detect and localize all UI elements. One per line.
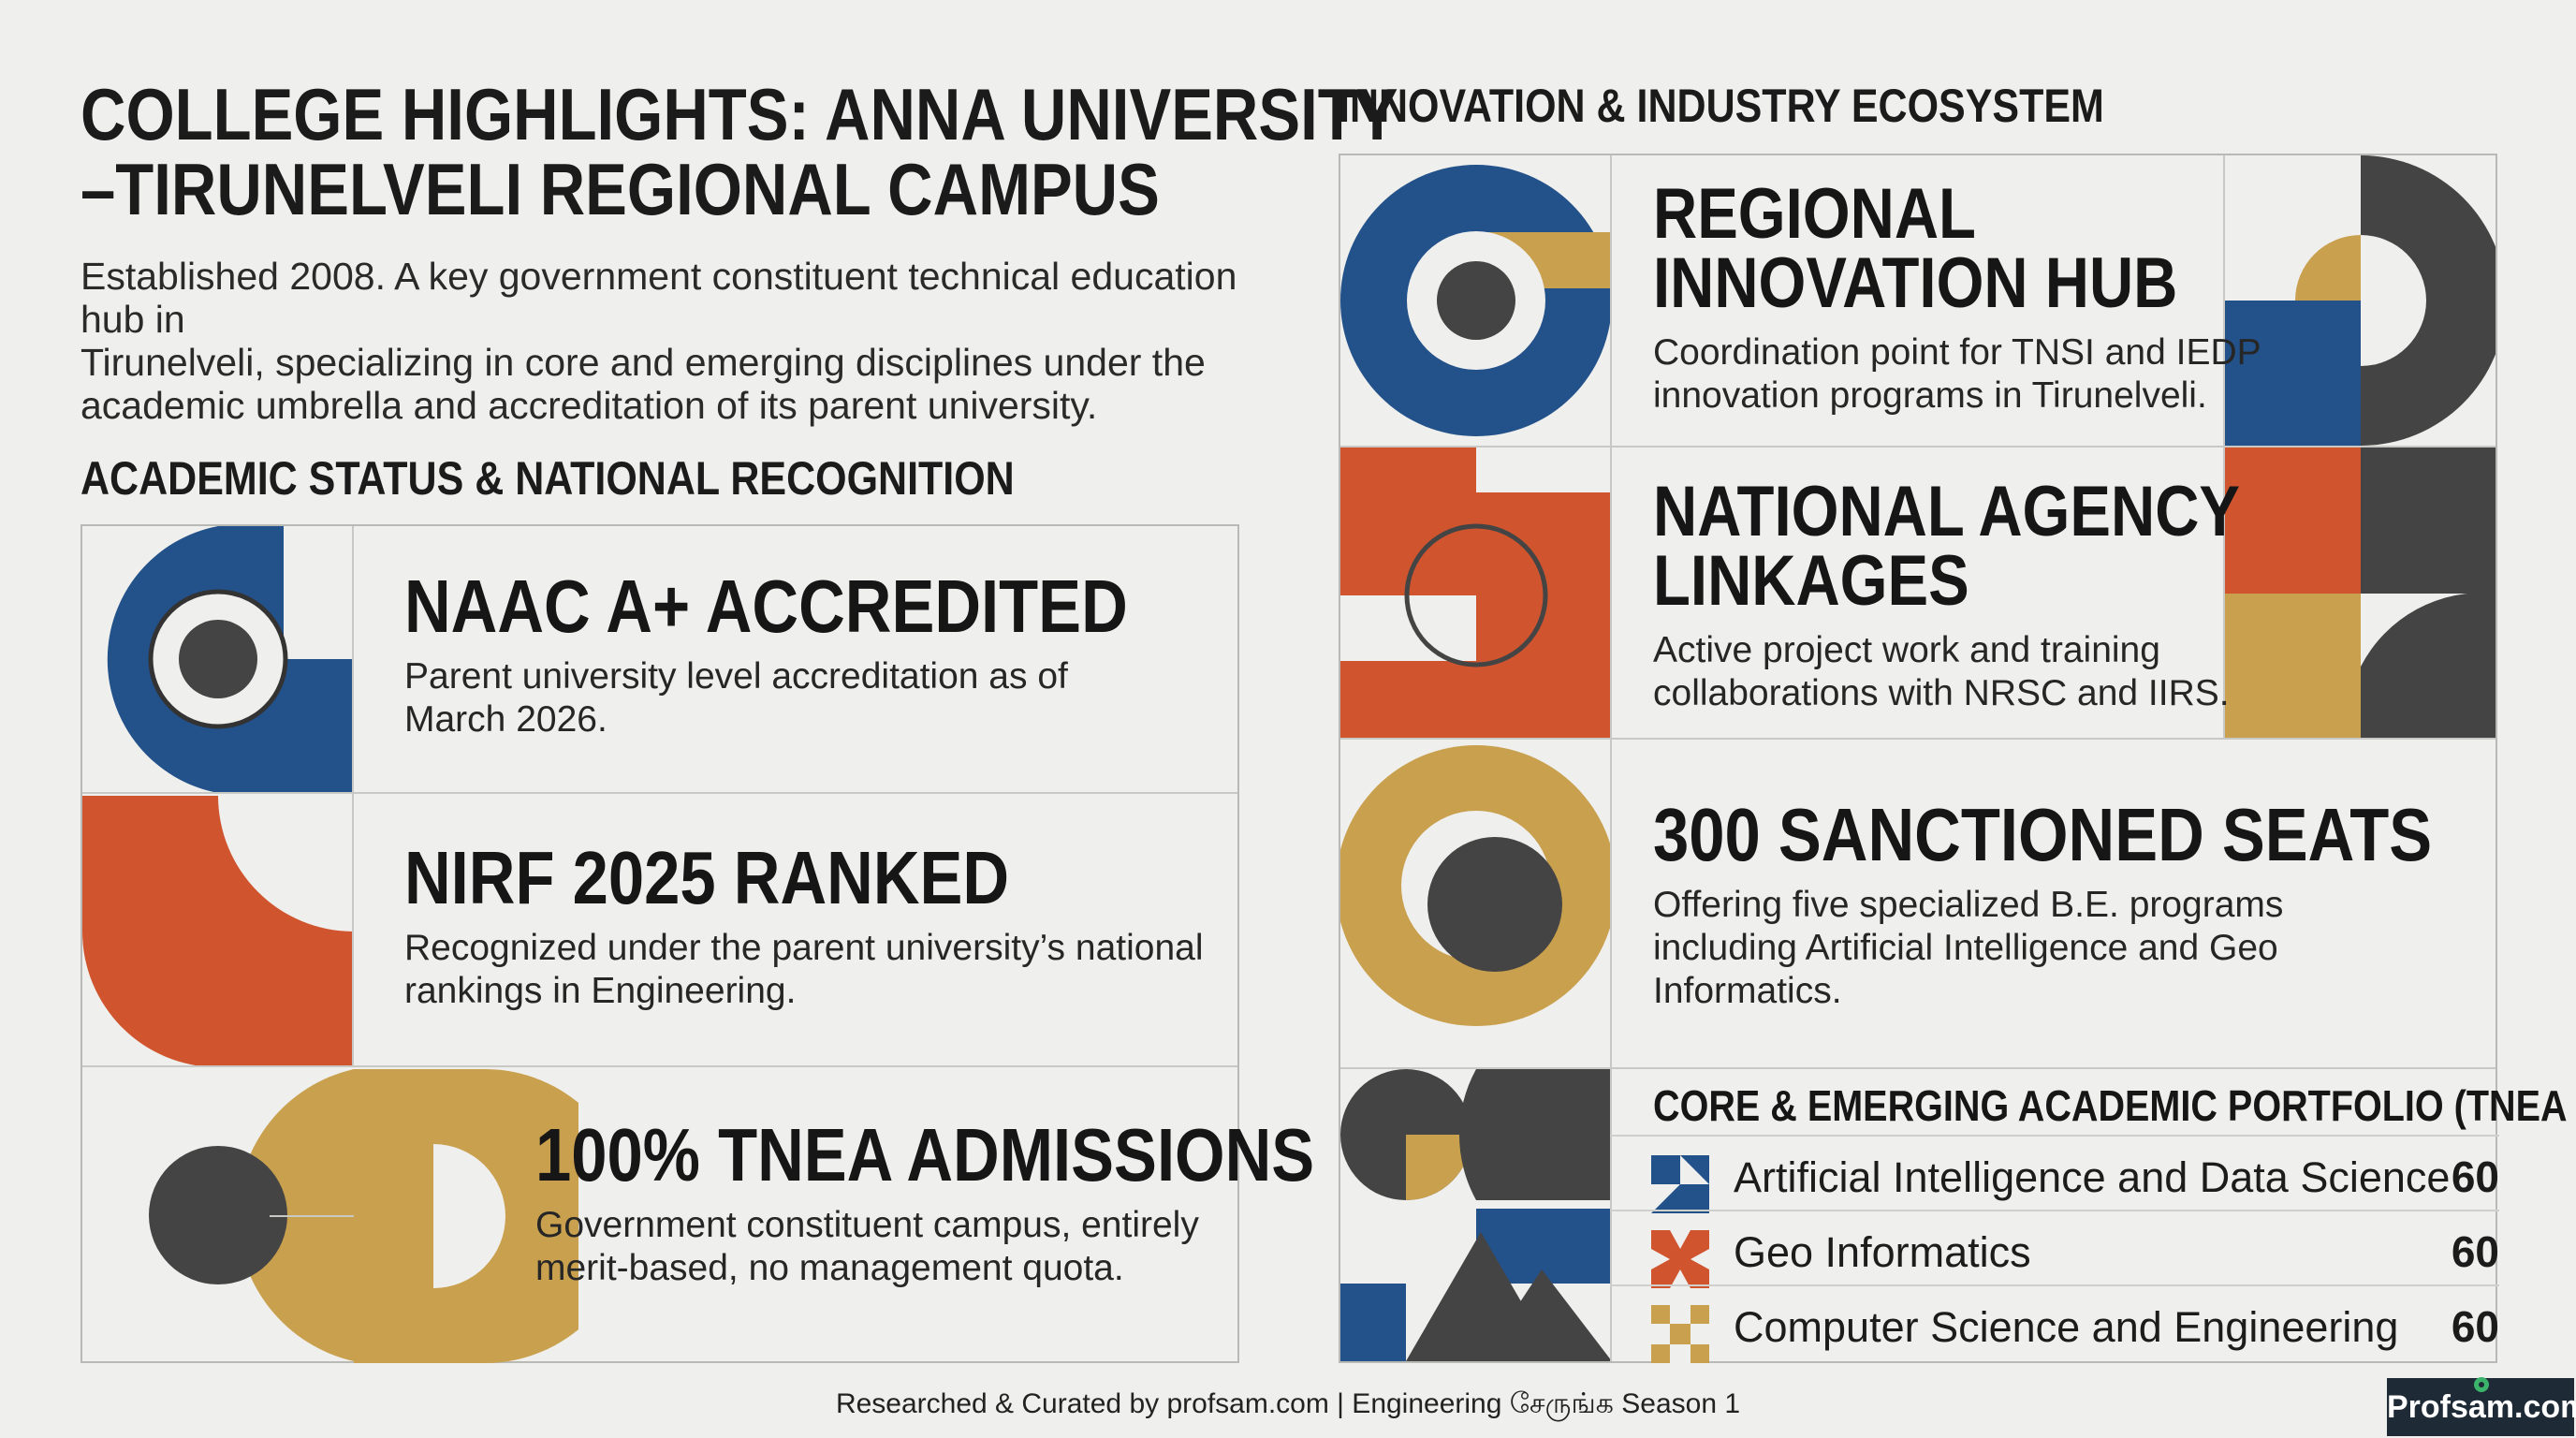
innovation-hub-desc-line-2: innovation programs in Tirunelveli.	[1653, 375, 2207, 416]
naac-desc-line-1: Parent university level accreditation as…	[404, 656, 1068, 697]
innovation-hub-title-line-1: REGIONAL	[1653, 174, 1976, 254]
tnea-desc-line-1: Government constituent campus, entirely	[535, 1205, 1199, 1245]
innovation-pattern-art-left	[1340, 165, 1612, 1361]
naac-desc-line-2: March 2026.	[404, 699, 607, 740]
footer-credit: Researched & Curated by profsam.com | En…	[835, 1388, 1741, 1419]
gold-pattern-icon	[1651, 1305, 1709, 1363]
tnea-card-desc: Government constituent campus, entirely …	[535, 1204, 1199, 1290]
national-agency-desc-line-1: Active project work and training	[1653, 630, 2160, 670]
tnea-desc-line-2: merit-based, no management quota.	[535, 1248, 1124, 1288]
program-name: Computer Science and Engineering	[1734, 1303, 2399, 1351]
academic-pattern-art	[82, 526, 354, 1361]
sanctioned-seats-desc-line-3: Informatics.	[1653, 971, 1842, 1011]
national-agency-desc-line-2: collaborations with NRSC and IIRS.	[1653, 673, 2230, 713]
nirf-desc-line-1: Recognized under the parent university’s…	[404, 928, 1204, 968]
national-agency-title-line-1: NATIONAL AGENCY	[1653, 472, 2240, 551]
nirf-desc-line-2: rankings in Engineering.	[404, 971, 797, 1011]
program-seats: 60	[2451, 1152, 2499, 1201]
intro-text: Established 2008. A key government const…	[80, 255, 1297, 427]
national-agency-title-line-2: LINKAGES	[1653, 541, 1969, 621]
program-seats: 60	[2451, 1302, 2499, 1351]
page-title: COLLEGE HIGHLIGHTS: ANNA UNIVERSITY –TIR…	[80, 77, 1398, 227]
innovation-pattern-art-right	[2225, 155, 2496, 740]
profsam-brand-badge[interactable]: Profsam.com	[2387, 1378, 2576, 1436]
nirf-card-title: NIRF 2025 RANKED	[404, 836, 1010, 919]
intro-line-2: Tirunelveli, specializing in core and em…	[80, 341, 1206, 384]
program-name: Artificial Intelligence and Data Science	[1734, 1153, 2451, 1201]
sanctioned-seats-title: 300 SANCTIONED SEATS	[1653, 793, 2433, 876]
innovation-hub-desc: Coordination point for TNSI and IEDP inn…	[1653, 331, 2261, 418]
title-line-2: –TIRUNELVELI REGIONAL CAMPUS	[80, 148, 1160, 230]
program-row-ai-ds: Artificial Intelligence and Data Science…	[1610, 1135, 2499, 1213]
program-seats: 60	[2451, 1227, 2499, 1276]
national-agency-desc: Active project work and training collabo…	[1653, 629, 2230, 715]
gold-half-circle-art	[270, 1069, 578, 1363]
title-line-1: COLLEGE HIGHLIGHTS: ANNA UNIVERSITY	[80, 73, 1398, 155]
academic-status-panel: NAAC A+ ACCREDITED Parent university lev…	[80, 524, 1314, 1363]
naac-card-title: NAAC A+ ACCREDITED	[404, 565, 1128, 648]
innovation-hub-desc-line-1: Coordination point for TNSI and IEDP	[1653, 332, 2261, 373]
sanctioned-seats-desc-line-1: Offering five specialized B.E. programs	[1653, 885, 2284, 925]
blue-pattern-icon	[1651, 1155, 1709, 1213]
innovation-heading: INNOVATION & INDUSTRY ECOSYSTEM	[1339, 80, 2104, 132]
program-row-cse: Computer Science and Engineering 60	[1610, 1284, 2499, 1363]
sanctioned-seats-desc-line-2: including Artificial Intelligence and Ge…	[1653, 928, 2278, 968]
profsam-logo-icon	[2474, 1377, 2489, 1392]
innovation-hub-title-line-2: INNOVATION HUB	[1653, 243, 2178, 323]
portfolio-heading: CORE & EMERGING ACADEMIC PORTFOLIO (TNEA…	[1653, 1081, 2576, 1130]
intro-line-3: academic umbrella and accreditation of i…	[80, 384, 1098, 427]
program-row-geo-informatics: Geo Informatics 60	[1610, 1210, 2499, 1288]
academic-status-heading: ACADEMIC STATUS & NATIONAL RECOGNITION	[80, 452, 1015, 505]
innovation-panel: REGIONAL INNOVATION HUB Coordination poi…	[1339, 154, 2576, 1363]
naac-card-desc: Parent university level accreditation as…	[404, 655, 1068, 741]
sanctioned-seats-desc: Offering five specialized B.E. programs …	[1653, 884, 2283, 1013]
innovation-hub-title: REGIONAL INNOVATION HUB	[1653, 174, 2178, 323]
program-name: Geo Informatics	[1734, 1228, 2031, 1276]
tnea-card-title: 100% TNEA ADMISSIONS	[535, 1113, 1315, 1196]
orange-pattern-icon	[1651, 1230, 1709, 1288]
nirf-card-desc: Recognized under the parent university’s…	[404, 927, 1204, 1013]
intro-line-1: Established 2008. A key government const…	[80, 255, 1237, 341]
national-agency-title: NATIONAL AGENCY LINKAGES	[1653, 472, 2240, 621]
